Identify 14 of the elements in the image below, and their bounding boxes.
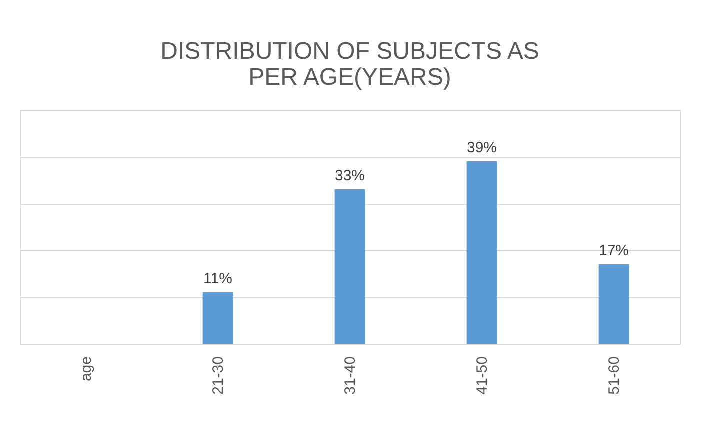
x-tick-label: 21-30 [210, 356, 227, 395]
data-label: 33% [334, 168, 366, 185]
data-label: 39% [466, 139, 498, 156]
bar [466, 161, 498, 344]
x-tick-label: 41-50 [474, 356, 491, 395]
data-label: 17% [598, 242, 630, 260]
x-tick-label: age [78, 356, 95, 382]
chart-title: DISTRIBUTION OF SUBJECTS AS PER AGE(YEARS) [160, 38, 540, 91]
data-label: 11% [204, 270, 232, 288]
bar [598, 264, 630, 344]
x-tick-label: 51-60 [606, 356, 623, 395]
bar [202, 292, 234, 344]
bar [334, 190, 366, 344]
x-tick-label: 31-40 [342, 356, 359, 395]
